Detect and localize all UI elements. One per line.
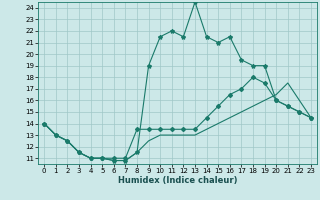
X-axis label: Humidex (Indice chaleur): Humidex (Indice chaleur): [118, 176, 237, 185]
